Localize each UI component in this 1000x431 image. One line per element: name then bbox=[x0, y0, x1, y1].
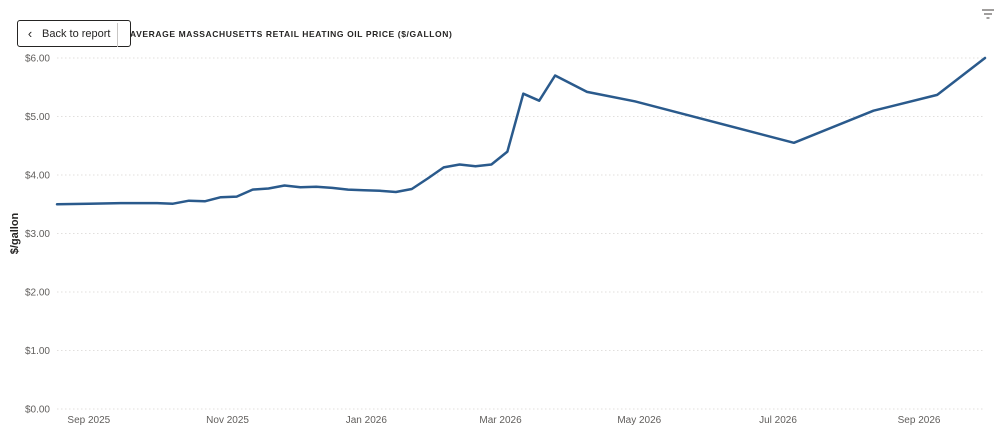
x-tick-label: Mar 2026 bbox=[479, 415, 522, 426]
back-to-report-button[interactable]: ‹ Back to report bbox=[17, 20, 131, 47]
y-tick-label: $4.00 bbox=[25, 171, 50, 182]
filter-icon[interactable] bbox=[981, 8, 995, 20]
back-button-label: Back to report bbox=[42, 27, 111, 40]
x-tick-label: Sep 2026 bbox=[898, 415, 941, 426]
series-line bbox=[55, 56, 987, 206]
x-tick-label: May 2026 bbox=[617, 415, 661, 426]
y-tick-label: $2.00 bbox=[25, 288, 50, 299]
chart-title: AVERAGE MASSACHUSETTS RETAIL HEATING OIL… bbox=[130, 29, 453, 39]
x-tick-label: Sep 2025 bbox=[67, 415, 110, 426]
x-tick-label: Jul 2026 bbox=[759, 415, 797, 426]
y-tick-label: $0.00 bbox=[25, 405, 50, 416]
header-divider bbox=[117, 23, 118, 47]
y-axis-label: $/gallon bbox=[9, 212, 21, 254]
x-tick-label: Nov 2025 bbox=[206, 415, 249, 426]
y-tick-label: $3.00 bbox=[25, 229, 50, 240]
y-tick-label: $5.00 bbox=[25, 112, 50, 123]
y-tick-label: $1.00 bbox=[25, 346, 50, 357]
x-tick-label: Jan 2026 bbox=[346, 415, 388, 426]
chevron-left-icon: ‹ bbox=[27, 26, 33, 41]
y-tick-label: $6.00 bbox=[25, 54, 50, 65]
